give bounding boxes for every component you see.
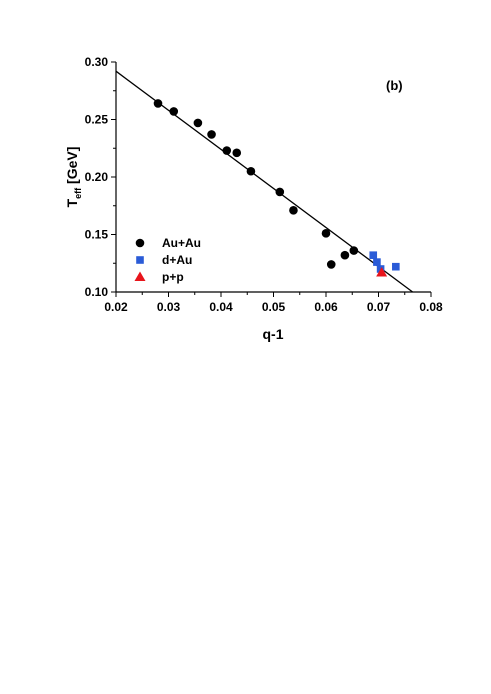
x-tick-label: 0.02 bbox=[104, 300, 128, 314]
y-tick-label: 0.20 bbox=[85, 170, 109, 184]
data-point-au-au bbox=[349, 246, 359, 255]
x-tick-label: 0.05 bbox=[262, 300, 286, 314]
legend-label-d-au: d+Au bbox=[162, 253, 192, 267]
x-tick-label: 0.08 bbox=[419, 300, 443, 314]
x-axis-title: q-1 bbox=[263, 326, 284, 342]
legend-marker-d-au bbox=[136, 256, 144, 264]
y-axis-title-main: T bbox=[64, 198, 80, 207]
panel-label: (b) bbox=[386, 78, 403, 93]
data-point-au-au bbox=[289, 206, 298, 215]
legend-marker-au-au bbox=[135, 238, 145, 248]
y-axis-title-unit: [GeV] bbox=[64, 147, 80, 188]
data-point-au-au bbox=[193, 118, 203, 128]
data-points-layer bbox=[153, 99, 400, 277]
data-point-p-p bbox=[376, 266, 388, 277]
fit-line-layer bbox=[115, 70, 414, 293]
y-tick-label: 0.30 bbox=[85, 55, 109, 69]
x-tick-label: 0.06 bbox=[314, 300, 338, 314]
data-point-au-au bbox=[169, 107, 179, 116]
y-axis-title-sub: eff bbox=[73, 187, 83, 199]
y-tick-label: 0.25 bbox=[85, 113, 109, 127]
data-point-au-au bbox=[222, 146, 232, 155]
data-point-d-au bbox=[392, 262, 400, 271]
svg-text:Teff [GeV]: Teff [GeV] bbox=[64, 147, 83, 208]
data-point-au-au bbox=[321, 229, 331, 238]
data-point-au-au bbox=[275, 187, 285, 197]
data-point-au-au bbox=[326, 260, 336, 269]
x-tick-label: 0.03 bbox=[157, 300, 181, 314]
data-point-au-au bbox=[232, 148, 242, 158]
axes: 0.02 0.03 0.04 0.05 0.06 0.07 0.08 0.10 0.15 0.20… bbox=[85, 55, 443, 314]
data-point-au-au bbox=[246, 166, 256, 176]
data-point-au-au bbox=[340, 250, 350, 260]
y-axis-title: Teff [GeV] bbox=[64, 147, 83, 208]
y-tick-label: 0.10 bbox=[85, 285, 109, 299]
data-point-au-au bbox=[153, 99, 163, 108]
legend-label-au-au: Au+Au bbox=[162, 236, 201, 250]
legend: Au+Au d+Au p+p bbox=[134, 236, 201, 284]
legend-marker-p-p bbox=[134, 271, 146, 281]
data-point-d-au bbox=[369, 251, 378, 259]
x-tick-label: 0.07 bbox=[367, 300, 391, 314]
data-point-d-au bbox=[373, 258, 381, 266]
y-tick-label: 0.15 bbox=[85, 228, 109, 242]
legend-label-p-p: p+p bbox=[162, 270, 184, 284]
fit-line bbox=[115, 70, 414, 293]
x-tick-label: 0.04 bbox=[209, 300, 233, 314]
data-point-au-au bbox=[207, 130, 216, 139]
